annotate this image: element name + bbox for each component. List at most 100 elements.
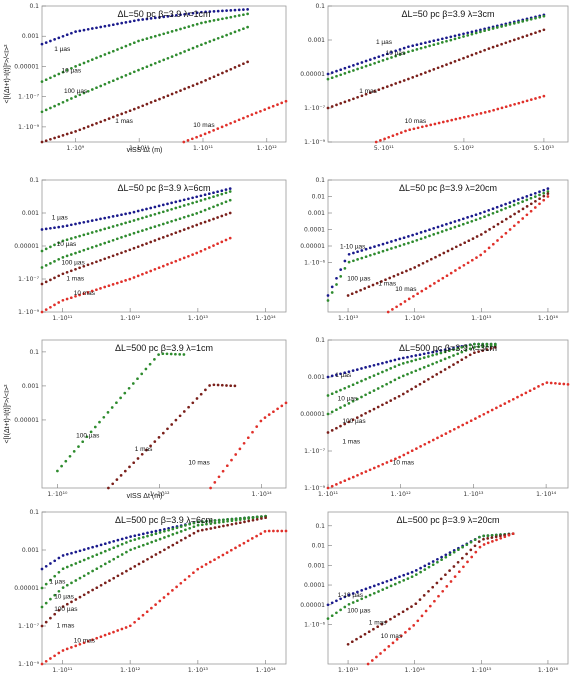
data-point xyxy=(408,128,412,132)
data-point xyxy=(95,86,98,90)
data-point xyxy=(373,89,376,93)
data-point xyxy=(499,534,502,538)
data-point xyxy=(178,229,182,233)
series-10-as xyxy=(326,342,497,397)
data-point xyxy=(422,352,426,356)
data-point xyxy=(72,450,76,453)
data-point xyxy=(398,237,402,241)
data-point xyxy=(238,544,242,547)
data-point xyxy=(246,8,249,11)
data-point xyxy=(473,538,477,542)
y-tick-label: 1.·10⁻⁹ xyxy=(304,139,325,146)
data-point xyxy=(154,529,158,533)
series-1-as xyxy=(40,8,249,46)
data-point xyxy=(61,70,65,74)
data-point xyxy=(157,353,160,356)
data-point xyxy=(473,345,476,349)
data-point xyxy=(250,113,254,116)
data-point xyxy=(339,424,342,428)
data-point xyxy=(195,195,199,199)
data-point xyxy=(335,599,338,603)
chart-panel-3: 0.1 0.001 0.00001 1.·10⁻⁷ 1.·10⁻⁹ 1.·10¹¹ 1.·1… xyxy=(2,177,290,326)
data-point xyxy=(335,373,338,377)
data-point xyxy=(417,264,421,267)
data-point xyxy=(449,61,453,65)
data-point xyxy=(162,15,166,19)
data-point xyxy=(412,624,416,627)
data-point xyxy=(343,404,347,407)
data-point xyxy=(393,615,396,619)
data-point xyxy=(86,27,90,31)
data-point xyxy=(521,207,525,211)
data-point xyxy=(65,254,69,258)
data-point xyxy=(483,210,486,214)
data-point xyxy=(372,627,375,631)
data-point xyxy=(415,74,419,78)
data-point xyxy=(429,123,433,127)
data-point xyxy=(44,280,48,284)
data-point xyxy=(423,442,427,446)
data-point xyxy=(171,543,175,547)
data-point xyxy=(489,344,493,348)
data-point xyxy=(166,221,169,224)
data-point xyxy=(466,216,469,219)
data-point xyxy=(520,393,524,397)
data-point xyxy=(418,598,422,601)
data-point xyxy=(44,227,48,231)
data-point xyxy=(120,112,124,116)
data-point xyxy=(533,206,537,209)
data-point xyxy=(398,53,402,56)
data-point xyxy=(205,527,208,531)
data-point xyxy=(439,351,443,355)
data-point xyxy=(517,37,520,40)
data-point xyxy=(165,352,169,356)
data-point xyxy=(174,13,178,17)
data-point xyxy=(195,212,199,215)
data-point xyxy=(381,59,385,62)
data-point xyxy=(191,401,195,405)
data-point xyxy=(192,525,196,529)
data-point xyxy=(204,79,207,82)
data-point xyxy=(525,205,529,208)
data-point xyxy=(433,122,437,126)
data-point xyxy=(366,662,370,666)
data-point xyxy=(389,399,393,402)
data-point xyxy=(513,212,516,216)
data-point xyxy=(78,576,82,580)
series-100-as xyxy=(56,352,186,473)
data-point xyxy=(516,198,520,201)
data-point xyxy=(415,238,419,242)
data-point xyxy=(103,257,107,261)
data-point xyxy=(343,259,347,263)
data-point xyxy=(141,560,145,563)
data-point xyxy=(70,551,73,555)
data-point xyxy=(267,413,271,416)
data-point xyxy=(166,592,170,596)
data-point xyxy=(347,385,351,388)
data-point xyxy=(393,576,397,580)
data-point xyxy=(183,12,186,16)
data-point xyxy=(125,550,128,554)
data-point xyxy=(146,534,149,538)
data-point xyxy=(517,210,521,213)
data-point xyxy=(444,573,447,577)
data-point xyxy=(263,416,267,419)
data-point xyxy=(154,603,157,606)
data-point xyxy=(276,407,279,411)
data-point xyxy=(222,524,225,528)
data-point xyxy=(363,287,367,290)
data-point xyxy=(170,423,174,426)
data-point xyxy=(86,639,90,643)
data-point xyxy=(542,14,546,18)
data-point xyxy=(82,91,86,95)
data-point xyxy=(372,466,376,470)
data-point xyxy=(251,430,254,434)
y-tick-label: 1.·10⁻⁶ xyxy=(304,260,325,267)
data-point xyxy=(443,368,447,371)
data-point xyxy=(491,207,495,211)
curve-label: 100 µas xyxy=(54,606,78,613)
data-point xyxy=(200,80,203,84)
data-point xyxy=(445,39,448,43)
data-point xyxy=(162,32,166,36)
curve-label: 10 mas xyxy=(74,290,96,297)
